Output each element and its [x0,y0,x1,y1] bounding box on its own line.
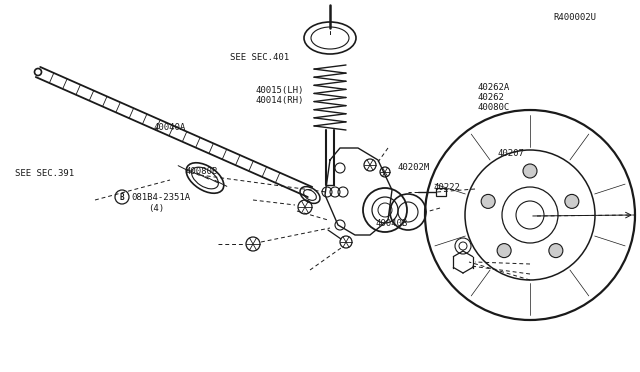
Circle shape [549,244,563,257]
Text: 081B4-2351A: 081B4-2351A [131,192,190,202]
Text: B: B [120,192,124,202]
Text: R400002U: R400002U [553,13,596,22]
Text: 40262A: 40262A [478,83,510,93]
Text: 40080C: 40080C [478,103,510,112]
Text: 40040A: 40040A [153,124,185,132]
Text: SEE SEC.401: SEE SEC.401 [230,52,289,61]
Circle shape [523,164,537,178]
Text: (4): (4) [148,205,164,214]
Text: 40014(RH): 40014(RH) [255,96,303,106]
Circle shape [497,244,511,257]
Text: 40262: 40262 [478,93,505,103]
Text: 40222: 40222 [433,183,460,192]
Text: 40202M: 40202M [398,163,430,171]
Text: 40040B: 40040B [375,219,407,228]
Text: 40207: 40207 [498,150,525,158]
Circle shape [481,195,495,208]
Text: SEE SEC.391: SEE SEC.391 [15,170,74,179]
Circle shape [565,195,579,208]
Text: 40015(LH): 40015(LH) [255,87,303,96]
Text: 40080B: 40080B [185,167,217,176]
Bar [436,188,446,196]
